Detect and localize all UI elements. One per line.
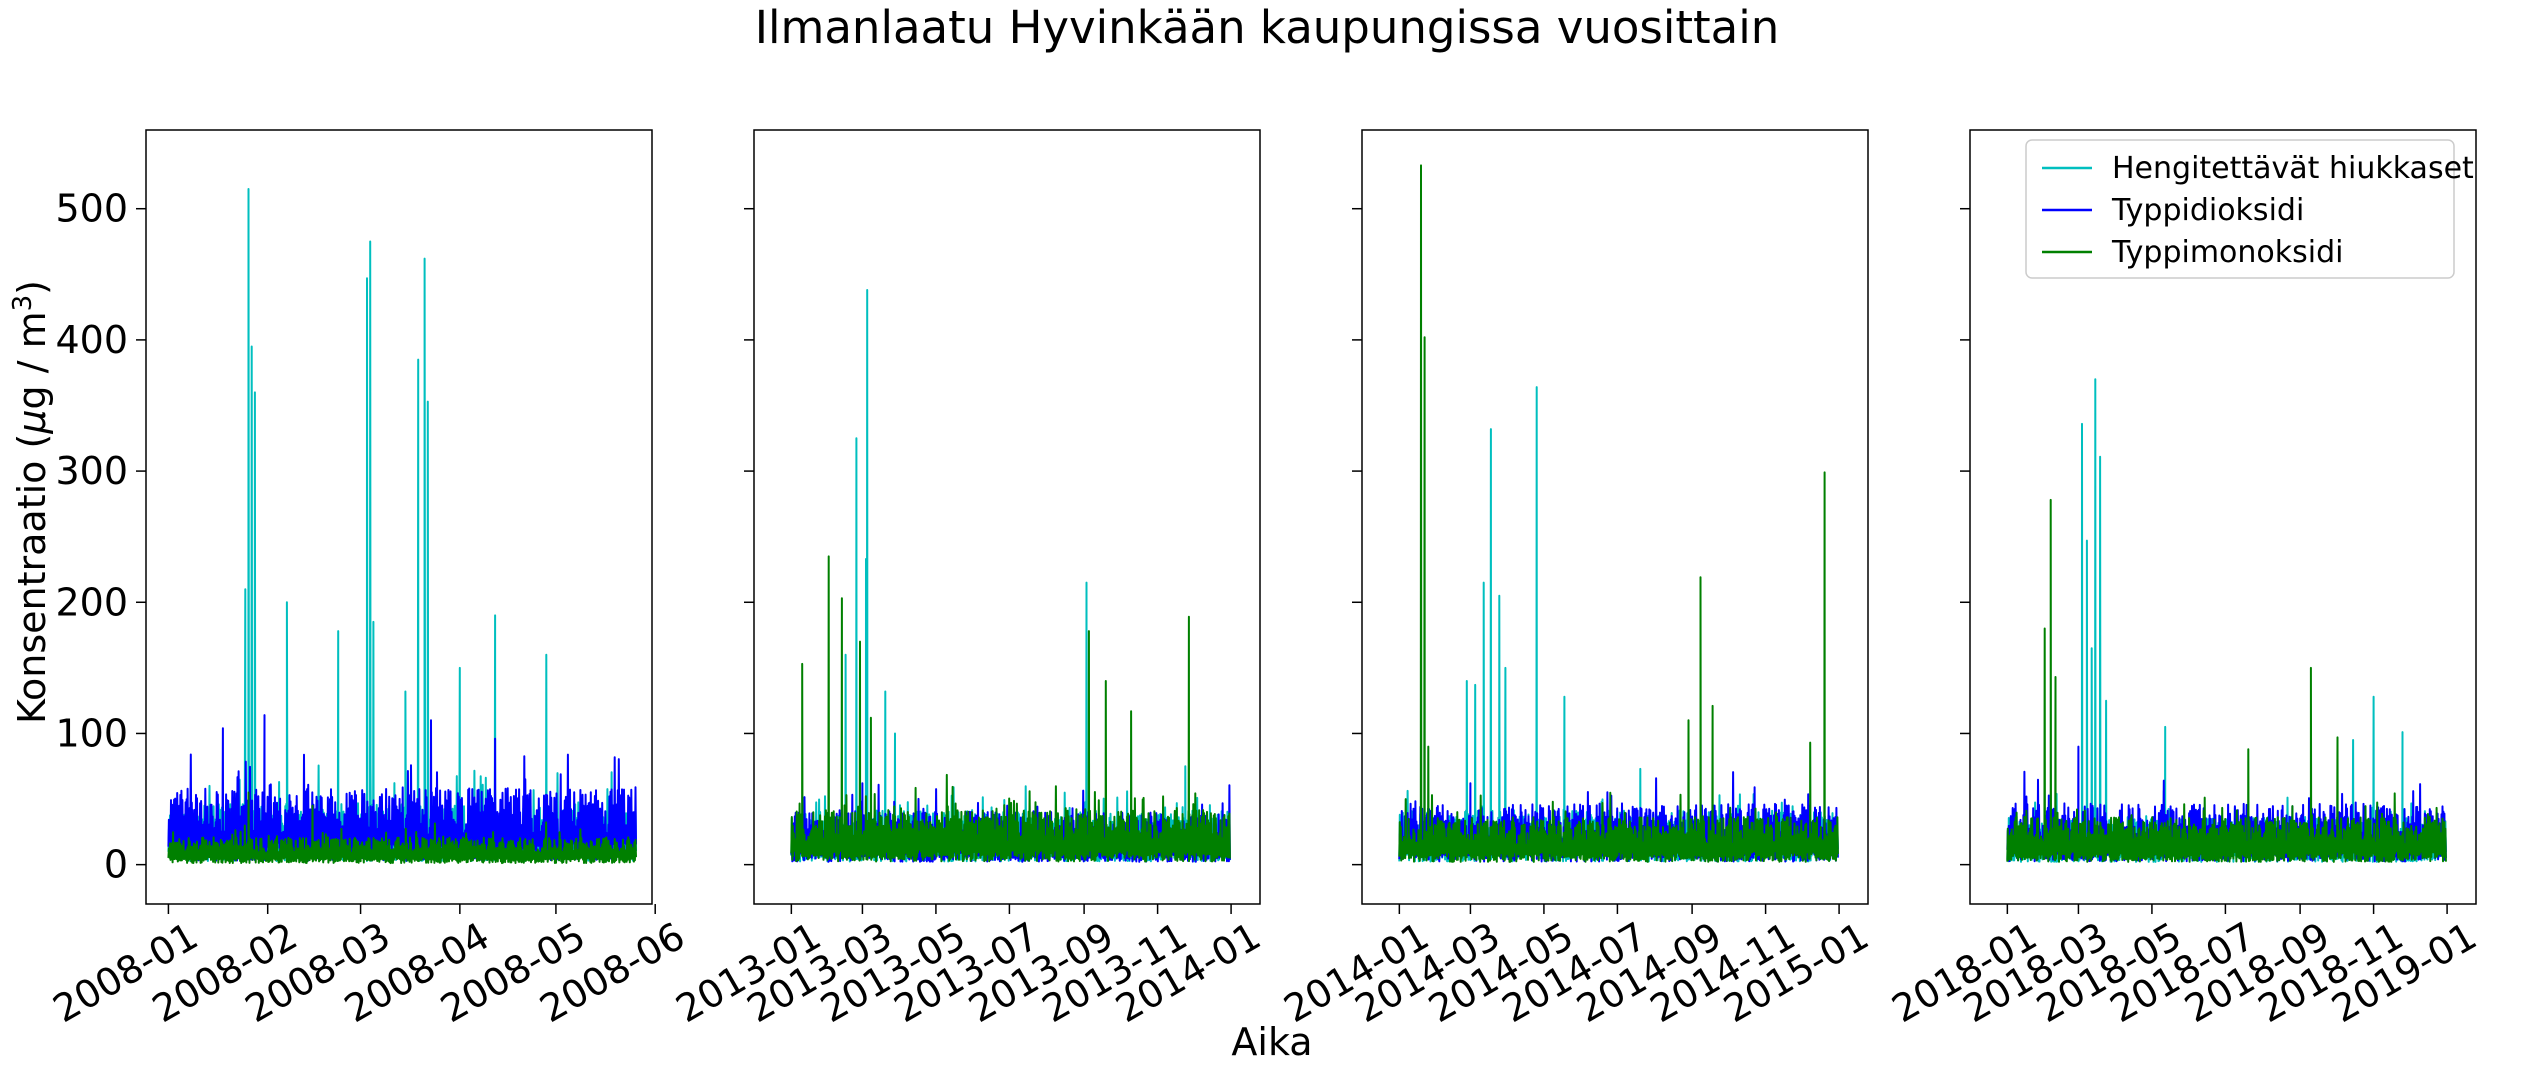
legend-label: Hengitettävät hiukkaset (2112, 151, 2474, 186)
panel-1: 01002003004005002008-012008-022008-03200… (46, 129, 692, 1031)
y-axis-label-mu: μ (10, 409, 54, 434)
plot-area (2006, 378, 2447, 863)
y-tick-label: 200 (55, 580, 128, 624)
series-line-typpimonoksidi (790, 555, 1231, 863)
series-line-hengitett-v-t-hiukkaset (167, 188, 637, 863)
axes-frame (1969, 129, 2477, 905)
panel-3: 2014-012014-032014-052014-072014-092014-… (1277, 129, 1876, 1031)
plot-area (790, 289, 1231, 863)
series-line-typpimonoksidi (2006, 498, 2447, 863)
y-tick-label: 300 (55, 449, 128, 493)
y-tick-label: 400 (55, 318, 128, 362)
y-axis-label-suffix: ) (10, 280, 54, 295)
y-tick-label: 500 (55, 187, 128, 231)
plot-area (167, 188, 637, 865)
series-line-hengitett-v-t-hiukkaset (790, 289, 1231, 863)
series-line-hengitett-v-t-hiukkaset (1398, 386, 1839, 863)
axes-frame (753, 129, 1261, 905)
panel-2: 2013-012013-032013-052013-072013-092013-… (669, 129, 1268, 1031)
y-tick-label: 100 (55, 711, 128, 755)
chart-title: Ilmanlaatu Hyvinkään kaupungissa vuositt… (755, 1, 1780, 54)
series-line-typpimonoksidi (167, 791, 637, 865)
y-axis-label-sup: 3 (8, 295, 38, 312)
legend-label: Typpidioksidi (2111, 193, 2304, 228)
legend-box (2025, 139, 2455, 279)
y-axis-label-mid: g / m (10, 311, 54, 409)
x-axis-label: Aika (1231, 1020, 1312, 1064)
series-line-typpimonoksidi (1398, 164, 1839, 863)
axes-frame (145, 129, 653, 905)
y-axis-label-prefix: Konsentraatio ( (10, 434, 54, 724)
legend: Hengitettävät hiukkaset Typpidioksidi Typp… (2025, 139, 2474, 279)
plot-area (1398, 164, 1839, 863)
legend-label: Typpimonoksidi (2111, 235, 2344, 270)
series-line-typpidioksidi (167, 714, 637, 862)
y-axis-label: Konsentraatio (μg / m3) (8, 280, 54, 724)
series-line-hengitett-v-t-hiukkaset (2006, 378, 2447, 863)
y-tick-label: 0 (104, 843, 128, 887)
axes-frame (1361, 129, 1869, 905)
